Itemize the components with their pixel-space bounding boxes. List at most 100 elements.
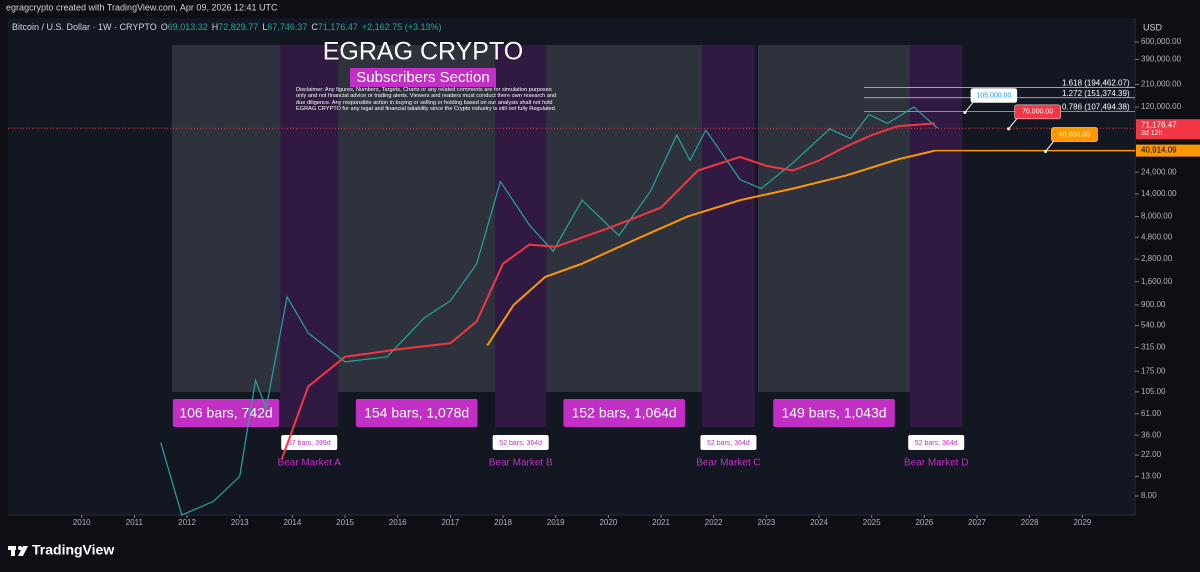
legend-text: Bitcoin / U.S. Dollar · 1W · CRYPTO (12, 22, 157, 32)
bar-count-label: 152 bars, 1,064d (572, 405, 677, 421)
x-tick-label: 2011 (126, 518, 144, 527)
x-tick-label: 2026 (915, 518, 933, 527)
x-tick-label: 2010 (73, 518, 91, 527)
fib-label: 0.786 (107,494.38) (1062, 103, 1130, 112)
bar-count-label: 106 bars, 742d (179, 405, 272, 421)
y-tick-label: 315.00 (1141, 343, 1166, 352)
callout-leader (964, 102, 974, 113)
y-tick-label: 390,000.00 (1141, 55, 1182, 64)
ma-price-box (1136, 144, 1200, 157)
y-tick-label: 600,000.00 (1141, 37, 1182, 46)
x-tick-label: 2022 (705, 518, 723, 527)
callout-leader (1008, 118, 1017, 130)
callout-box (1014, 104, 1061, 120)
bear-duration-box (281, 435, 338, 450)
x-tick-label: 2029 (1073, 518, 1091, 527)
bull-region (546, 45, 703, 392)
x-tick-label: 2024 (810, 518, 828, 527)
bar-count-box (563, 399, 685, 427)
y-tick-label: 8,000.00 (1141, 212, 1173, 221)
callout-point (1007, 127, 1011, 131)
price-line (486, 149, 936, 347)
bear-duration: 52 bars, 364d (499, 440, 542, 447)
bar-count-box (355, 399, 478, 427)
countdown: 3d 12h (1141, 130, 1163, 137)
bar-count-box (172, 399, 280, 427)
legend-text: C (311, 22, 318, 32)
y-tick-label: 210,000.00 (1141, 80, 1182, 89)
bear-name: Bear Market A (278, 458, 342, 469)
currency: USD (1143, 22, 1163, 32)
x-tick-label: 2017 (441, 518, 459, 527)
regions: 106 bars, 742d 154 bars, 1,078d 152 bars, … (171, 45, 968, 469)
y-tick-label: 120,000.00 (1141, 102, 1182, 111)
callout-point (963, 110, 967, 114)
callout-label: 105,000.00 (976, 92, 1011, 99)
callout-leader (1045, 141, 1054, 152)
symbol-legend: Bitcoin / U.S. Dollar · 1W · CRYPTO O69,0… (12, 22, 441, 32)
callout-box (1051, 127, 1098, 142)
bear-region (280, 45, 339, 427)
x-tick-label: 2014 (283, 518, 301, 527)
y-tick-label: 4,800.00 (1141, 232, 1173, 241)
legend-text: H (212, 22, 219, 32)
y-tick-label: 2,800.00 (1141, 254, 1173, 263)
bear-duration: 57 bars, 399d (288, 440, 331, 447)
last-price-box (1136, 119, 1200, 140)
x-tick-label: 2021 (652, 518, 670, 527)
chart-subtitle: Subscribers Section (356, 69, 489, 86)
legend-text: 69,013.32 (168, 22, 208, 32)
legend-text: 71,176.47 (318, 22, 358, 32)
fib-label: 1.618 (194,462.07) (1062, 79, 1130, 88)
chart-title: EGRAG CRYPTO (323, 38, 524, 66)
bar-count-label: 149 bars, 1,043d (781, 405, 886, 421)
x-tick-label: 2015 (336, 518, 354, 527)
y-tick-label: 540.00 (1141, 321, 1166, 330)
y-tick-label: 105.00 (1141, 387, 1166, 396)
x-tick-label: 2012 (178, 518, 196, 527)
fib-label: 1.272 (151,374.39) (1062, 89, 1130, 98)
disclaimer: Disclaimer: Any figures, Numbers, Target… (296, 87, 557, 113)
bar-count-label: 154 bars, 1,078d (364, 405, 469, 421)
logo-shape (18, 546, 28, 556)
bull-region (757, 45, 911, 392)
subtitle-box (350, 68, 496, 87)
y-tick-label: 900.00 (1141, 300, 1166, 309)
logo-shape (18, 546, 22, 550)
y-tick-label: 36.00 (1141, 430, 1162, 439)
y-tick-label: 14,000.00 (1141, 189, 1177, 198)
ma-price-label: 40,914.09 (1141, 146, 1177, 155)
y-tick-label: 22.00 (1141, 450, 1162, 459)
callout-label: 40,000.00 (1059, 131, 1090, 138)
bear-name: Bear Market C (696, 458, 760, 469)
bear-region (910, 45, 963, 427)
bear-name: Bear Market B (489, 458, 553, 469)
y-tick-label: 175.00 (1141, 366, 1166, 375)
x-tick-label: 2023 (757, 518, 775, 527)
x-tick-label: 2018 (494, 518, 512, 527)
y-tick-label: 24,000.00 (1141, 167, 1177, 176)
price-line (280, 122, 935, 460)
bull-region (338, 45, 496, 392)
footer-logo: TradingView (8, 542, 114, 558)
y-tick-label: 13.00 (1141, 471, 1162, 480)
bull-region (171, 45, 281, 392)
y-tick-label: 1,600.00 (1141, 277, 1173, 286)
bear-region (702, 45, 755, 427)
bear-duration-box (492, 435, 549, 450)
y-tick-label: 61.00 (1141, 409, 1162, 418)
callout-label: 70,000.00 (1022, 109, 1053, 116)
bar-count-box (773, 399, 895, 427)
bear-region (495, 45, 547, 427)
callout-point (1043, 150, 1047, 154)
callout-box (970, 88, 1018, 103)
x-tick-label: 2013 (231, 518, 249, 527)
legend-text: 72,829.77 (218, 22, 258, 32)
x-tick-label: 2028 (1021, 518, 1039, 527)
y-tick-label: 8.00 (1141, 491, 1157, 500)
bear-name: Bear Market D (904, 458, 968, 469)
x-tick-label: 2025 (863, 518, 881, 527)
